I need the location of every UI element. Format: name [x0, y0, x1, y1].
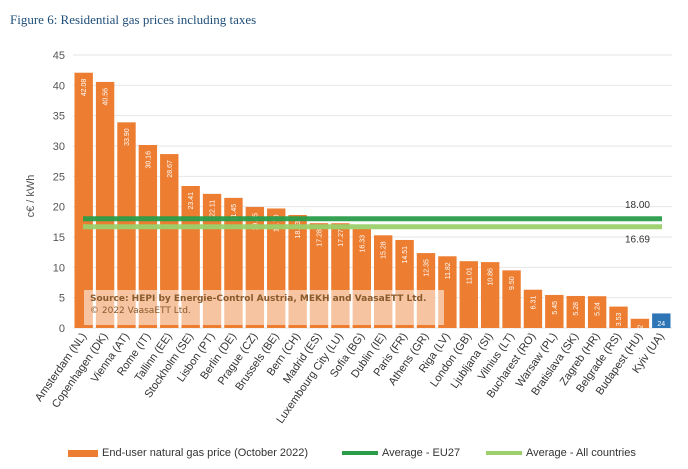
bar-value-label: 17.28	[317, 229, 324, 247]
source-note: Source: HEPI by Energie-Control Austria,…	[84, 290, 444, 325]
bar-value-label: 5.28	[573, 302, 580, 316]
bar-value-label: 10.86	[488, 268, 495, 286]
source-line-2: © 2022 VaasaETT Ltd.	[90, 306, 191, 316]
bar	[74, 72, 93, 329]
average-value-label: 16.69	[625, 235, 650, 246]
y-tick-label: 35	[53, 111, 65, 123]
y-tick-label: 0	[59, 323, 65, 335]
source-line-1: Source: HEPI by Energie-Control Austria,…	[90, 294, 427, 304]
bar-value-label: 30.16	[145, 151, 152, 169]
average-lines: 18.00 16.69	[83, 200, 662, 246]
legend-swatch-bars	[68, 449, 98, 457]
bar-value-label: 24	[657, 321, 665, 328]
y-tick-label: 45	[53, 50, 65, 62]
bar-value-label: 15.28	[381, 241, 388, 259]
bar-value-label: 22.11	[210, 200, 217, 217]
bar	[523, 289, 543, 328]
bar-value-label: 28.67	[167, 160, 174, 178]
y-axis-label: c€ / kWh	[25, 175, 37, 218]
bar	[138, 145, 158, 328]
bar	[587, 296, 607, 328]
bar	[459, 261, 478, 328]
bar	[566, 295, 585, 328]
legend-item-bars: End-user natural gas price (October 2022…	[68, 447, 308, 459]
bar	[652, 313, 671, 328]
legend-swatch-all	[486, 451, 522, 455]
bar-value-label: 40.56	[103, 88, 110, 106]
bar-value-label: 19.70	[274, 214, 281, 232]
bar-value-label: 21.45	[231, 204, 238, 222]
bar-value-label: 16.33	[359, 235, 366, 253]
grid-lines	[73, 54, 672, 329]
bar-value-label: 6.31	[530, 296, 537, 310]
bar	[160, 154, 179, 328]
bar-value-label: 11.01	[466, 267, 473, 284]
legend-swatch-eu27	[342, 451, 378, 455]
y-tick-label: 40	[53, 80, 65, 92]
bar-chart: 0 5 10 15 20 25 30 35 40 45 c€ / kWh 42.08 40.56 33…	[25, 50, 672, 426]
bar	[95, 81, 115, 328]
bar	[609, 306, 628, 328]
bar-value-label: 33.90	[124, 128, 131, 146]
legend-label-all: Average - All countries	[526, 447, 636, 459]
bar	[545, 294, 564, 328]
bar-value-label: 14.51	[402, 246, 409, 264]
y-tick-label: 20	[53, 202, 65, 214]
figure-title: Figure 6: Residential gas prices includi…	[10, 12, 257, 27]
bar-value-label: 19.95	[252, 213, 259, 231]
y-tick-label: 30	[53, 141, 65, 153]
bar-value-label: 17.27	[338, 229, 345, 247]
bar-value-label: 5.24	[595, 302, 602, 316]
bar-value-label: 5.45	[552, 301, 559, 315]
y-tick-label: 10	[53, 262, 65, 274]
bar	[502, 270, 521, 328]
x-axis-ticks: Amsterdam (NL)Copenhagen (DK)Vienna (AT)…	[33, 331, 667, 426]
y-tick-label: 5	[59, 293, 65, 305]
legend-label-bars: End-user natural gas price (October 2022…	[102, 447, 309, 459]
bar	[480, 262, 500, 328]
legend: End-user natural gas price (October 2022…	[60, 447, 680, 463]
y-axis-ticks: 0 5 10 15 20 25 30 35 40 45	[53, 50, 65, 335]
average-value-label: 18.00	[625, 200, 650, 211]
bar	[630, 318, 650, 328]
y-tick-label: 25	[53, 171, 65, 183]
bar-value-label: 3.53	[616, 312, 623, 326]
bar-value-label: 42.08	[81, 79, 88, 97]
bar-value-label: 23.41	[188, 192, 195, 210]
y-tick-label: 15	[53, 232, 65, 244]
legend-item-all: Average - All countries	[486, 447, 636, 459]
legend-label-eu27: Average - EU27	[382, 447, 461, 459]
legend-item-eu27: Average - EU27	[342, 447, 460, 459]
bar-value-label: 18.63	[295, 221, 302, 239]
bar-value-label: 9.50	[509, 276, 516, 290]
bar-value-label: 1.52	[637, 325, 644, 339]
bar-value-label: 12.35	[423, 259, 430, 277]
bar-value-label: 11.82	[445, 262, 452, 279]
